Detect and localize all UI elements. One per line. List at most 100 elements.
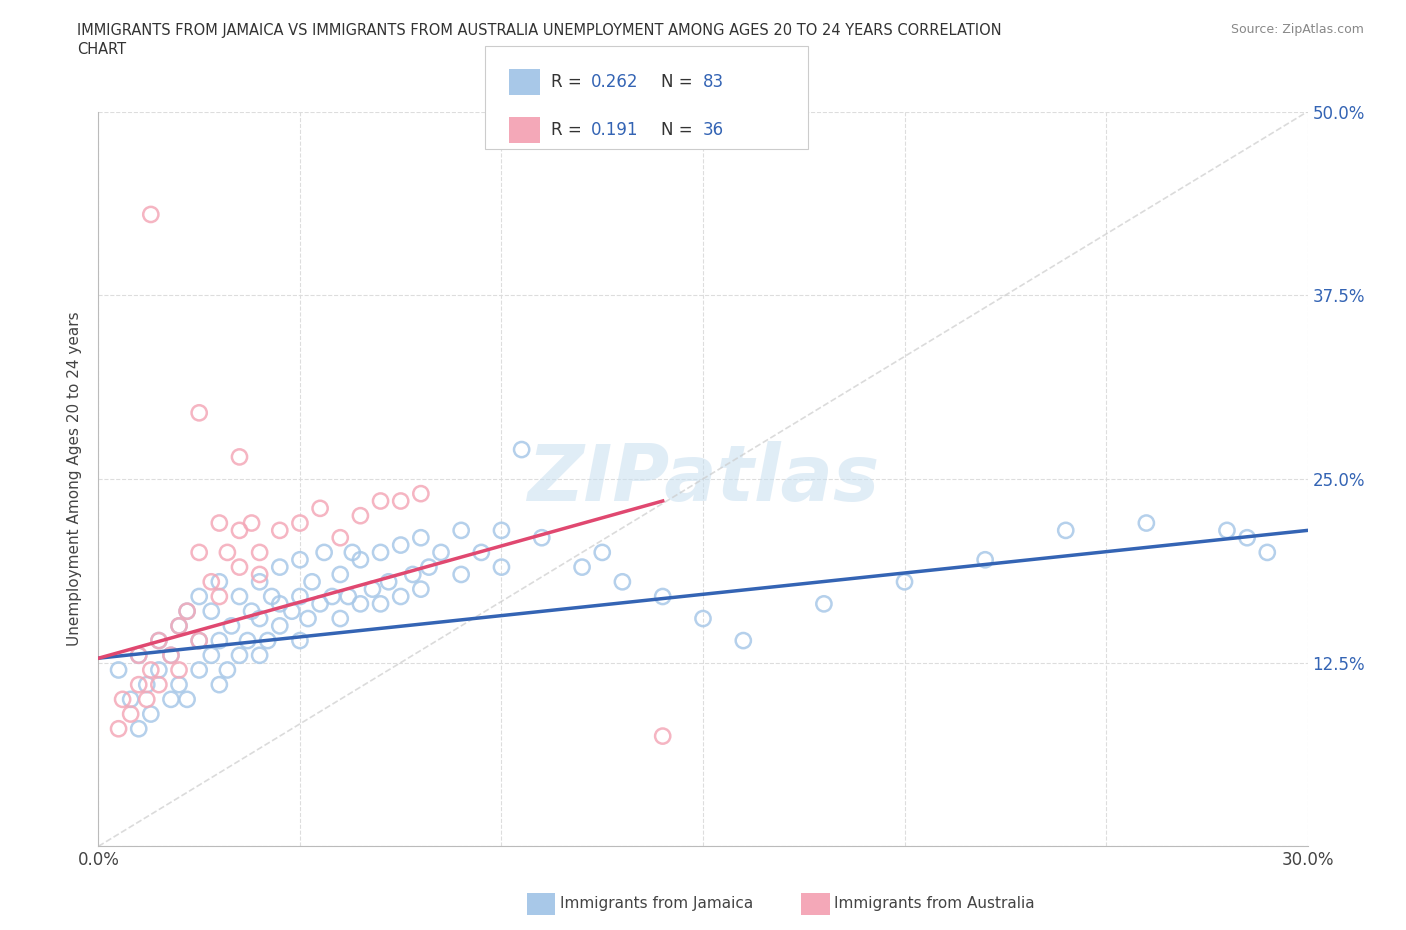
- Point: [418, 560, 440, 575]
- Point: [260, 589, 283, 604]
- Text: N =: N =: [661, 121, 697, 140]
- Point: [228, 648, 250, 663]
- Point: [217, 545, 239, 560]
- Point: [321, 589, 343, 604]
- Point: [314, 545, 336, 560]
- Point: [342, 545, 364, 560]
- Point: [288, 633, 311, 648]
- Point: [240, 604, 263, 618]
- Point: [135, 677, 157, 692]
- Point: [188, 589, 211, 604]
- Point: [450, 523, 472, 538]
- Point: [176, 604, 198, 618]
- Point: [221, 618, 243, 633]
- Point: [148, 662, 170, 677]
- Point: [309, 501, 332, 516]
- Point: [256, 633, 278, 648]
- Point: [329, 530, 352, 545]
- Point: [188, 405, 211, 420]
- Point: [160, 648, 183, 663]
- Point: [288, 589, 311, 604]
- Point: [370, 596, 392, 611]
- Point: [120, 692, 142, 707]
- Point: [571, 560, 593, 575]
- Point: [228, 589, 250, 604]
- Point: [377, 575, 399, 590]
- Point: [389, 589, 412, 604]
- Point: [692, 611, 714, 626]
- Point: [167, 662, 190, 677]
- Point: [337, 589, 360, 604]
- Point: [301, 575, 323, 590]
- Point: [612, 575, 634, 590]
- Point: [249, 567, 271, 582]
- Text: R =: R =: [551, 121, 592, 140]
- Point: [176, 604, 198, 618]
- Point: [409, 530, 432, 545]
- Point: [297, 611, 319, 626]
- Y-axis label: Unemployment Among Ages 20 to 24 years: Unemployment Among Ages 20 to 24 years: [67, 312, 83, 646]
- Point: [450, 567, 472, 582]
- Point: [591, 545, 613, 560]
- Text: IMMIGRANTS FROM JAMAICA VS IMMIGRANTS FROM AUSTRALIA UNEMPLOYMENT AMONG AGES 20 : IMMIGRANTS FROM JAMAICA VS IMMIGRANTS FR…: [77, 23, 1002, 38]
- Point: [288, 515, 311, 530]
- Point: [236, 633, 259, 648]
- Point: [167, 677, 190, 692]
- Point: [139, 662, 162, 677]
- Point: [249, 648, 271, 663]
- Point: [167, 618, 190, 633]
- Point: [409, 486, 432, 501]
- Point: [148, 633, 170, 648]
- Point: [128, 677, 150, 692]
- Point: [329, 567, 352, 582]
- Point: [813, 596, 835, 611]
- Text: Immigrants from Jamaica: Immigrants from Jamaica: [560, 897, 752, 911]
- Point: [1135, 515, 1157, 530]
- Point: [361, 582, 384, 597]
- Text: Immigrants from Australia: Immigrants from Australia: [834, 897, 1035, 911]
- Point: [651, 729, 673, 744]
- Point: [160, 692, 183, 707]
- Point: [349, 596, 371, 611]
- Text: 0.262: 0.262: [591, 73, 638, 91]
- Point: [128, 722, 150, 737]
- Point: [288, 552, 311, 567]
- Point: [269, 618, 291, 633]
- Point: [208, 515, 231, 530]
- Point: [167, 618, 190, 633]
- Point: [491, 523, 513, 538]
- Point: [974, 552, 997, 567]
- Text: 83: 83: [703, 73, 724, 91]
- Point: [470, 545, 492, 560]
- Text: R =: R =: [551, 73, 588, 91]
- Point: [389, 538, 412, 552]
- Point: [188, 633, 211, 648]
- Point: [217, 662, 239, 677]
- Text: 36: 36: [703, 121, 724, 140]
- Point: [409, 582, 432, 597]
- Point: [1054, 523, 1077, 538]
- Point: [281, 604, 304, 618]
- Point: [269, 596, 291, 611]
- Point: [1216, 523, 1239, 538]
- Point: [510, 442, 533, 457]
- Point: [370, 494, 392, 509]
- Point: [160, 648, 183, 663]
- Point: [135, 692, 157, 707]
- Point: [329, 611, 352, 626]
- Point: [148, 633, 170, 648]
- Point: [1256, 545, 1278, 560]
- Point: [139, 207, 162, 222]
- Point: [208, 633, 231, 648]
- Point: [402, 567, 425, 582]
- Point: [228, 449, 250, 464]
- Point: [107, 722, 129, 737]
- Point: [200, 648, 222, 663]
- Point: [107, 662, 129, 677]
- Point: [208, 575, 231, 590]
- Point: [249, 575, 271, 590]
- Point: [240, 515, 263, 530]
- Point: [249, 545, 271, 560]
- Point: [349, 552, 371, 567]
- Point: [148, 677, 170, 692]
